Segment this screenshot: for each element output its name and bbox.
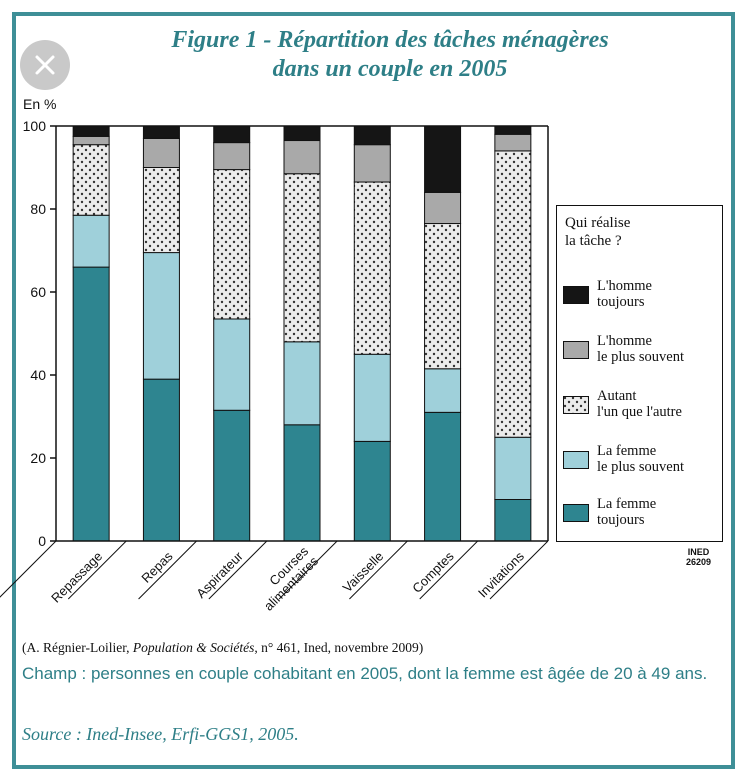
legend-item-femme-toujours: La femme toujours	[563, 496, 713, 536]
legend-item-homme-toujours: L'homme toujours	[563, 278, 713, 318]
x-label-separator	[67, 540, 127, 600]
close-icon	[35, 55, 55, 75]
bar-segment	[424, 223, 462, 370]
bar-segment	[353, 353, 391, 442]
bar-segment	[213, 409, 251, 542]
legend-label: Autant l'un que l'autre	[597, 388, 682, 420]
bar-segment	[213, 125, 251, 144]
bar-segment	[494, 133, 532, 152]
bar-segment	[353, 125, 391, 146]
x-tick-label: Invitations	[475, 548, 527, 600]
y-tick-label: 40	[30, 367, 46, 383]
footer-source: Source : Ined-Insee, Erfi-GGS1, 2005.	[22, 724, 299, 744]
bar-segment	[283, 140, 321, 175]
bar-segment	[494, 499, 532, 542]
legend-swatch	[563, 451, 589, 469]
bar-segment	[283, 173, 321, 343]
close-button[interactable]	[20, 40, 70, 90]
y-tick-label: 20	[30, 450, 46, 466]
bar-segment	[353, 440, 391, 542]
bar-segment	[494, 125, 532, 135]
x-label-separator	[419, 540, 479, 600]
y-tick-label: 60	[30, 284, 46, 300]
x-label-separator	[138, 540, 197, 600]
footer-reference: (A. Régnier-Loilier, Population & Sociét…	[22, 640, 424, 655]
legend-item-femme-plus-souvent: La femme le plus souvent	[563, 443, 713, 483]
y-axis-unit-label: En %	[23, 96, 57, 112]
y-tick-label: 80	[30, 201, 46, 217]
y-tick-label: 100	[23, 118, 47, 134]
x-label-separator	[278, 540, 338, 600]
bar-segment	[142, 137, 180, 168]
legend-item-autant: Autant l'un que l'autre	[563, 388, 713, 428]
bar-segment	[142, 125, 180, 139]
figure-title: Figure 1 - Répartition des tâches ménagè…	[90, 26, 690, 84]
x-tick-label: Repassage	[48, 549, 105, 606]
bar-segment	[72, 144, 110, 216]
bar-segment	[283, 125, 321, 142]
title-line-2: dans un couple en 2005	[272, 56, 508, 82]
title-line-1: Figure 1 - Répartition des tâches ménagè…	[171, 27, 609, 53]
y-tick-label: 0	[38, 533, 46, 549]
bar-segment	[142, 252, 180, 380]
bar-segment	[353, 181, 391, 355]
bar-segment	[494, 150, 532, 438]
ined-label-line-2: 26209	[686, 557, 712, 567]
legend-title-line-2: la tâche ?	[565, 233, 622, 249]
x-tick-label: Comptes	[409, 548, 457, 596]
legend-label: L'homme toujours	[597, 278, 652, 310]
x-label-separator	[208, 540, 268, 600]
bar-segment	[72, 214, 110, 268]
footer-scope-note: Champ : personnes en couple cohabitant e…	[22, 664, 708, 683]
x-label-separator	[0, 540, 57, 598]
legend-swatch	[563, 396, 589, 414]
legend-item-homme-plus-souvent: L'homme le plus souvent	[563, 333, 713, 373]
legend-label: La femme le plus souvent	[597, 443, 684, 475]
legend-title: Qui réalise la tâche ?	[565, 214, 630, 250]
x-label-separator	[349, 540, 408, 600]
ined-reference-label: INED 26209	[686, 547, 711, 567]
bar-segment	[142, 378, 180, 542]
bar-segment	[142, 167, 180, 254]
legend-label: L'homme le plus souvent	[597, 333, 684, 365]
legend-swatch	[563, 341, 589, 359]
bar-segment	[72, 266, 110, 542]
legend: Qui réalise la tâche ? L'homme toujours L…	[556, 205, 723, 542]
bar-segment	[424, 368, 462, 413]
legend-swatch	[563, 286, 589, 304]
bar-segment	[72, 135, 110, 146]
bar-segment	[213, 169, 251, 320]
bar-segment	[353, 144, 391, 183]
bar-segment	[213, 142, 251, 171]
bar-segment	[424, 191, 462, 225]
bar-segment	[283, 424, 321, 542]
bar-segment	[213, 318, 251, 411]
bar-segment	[494, 436, 532, 500]
legend-swatch	[563, 504, 589, 522]
x-tick-label: Aspirateur	[193, 548, 246, 601]
bar-segment	[424, 125, 462, 193]
x-label-separator	[489, 540, 549, 600]
bar-segment	[424, 411, 462, 542]
ined-label-line-1: INED	[687, 547, 710, 557]
x-tick-label: Vaisselle	[340, 549, 387, 596]
bar-segment	[72, 125, 110, 137]
legend-label: La femme toujours	[597, 496, 657, 528]
x-tick-label: Coursesalimentaires	[251, 543, 321, 613]
bar-segment	[283, 341, 321, 426]
legend-title-line-1: Qui réalise	[565, 215, 631, 231]
